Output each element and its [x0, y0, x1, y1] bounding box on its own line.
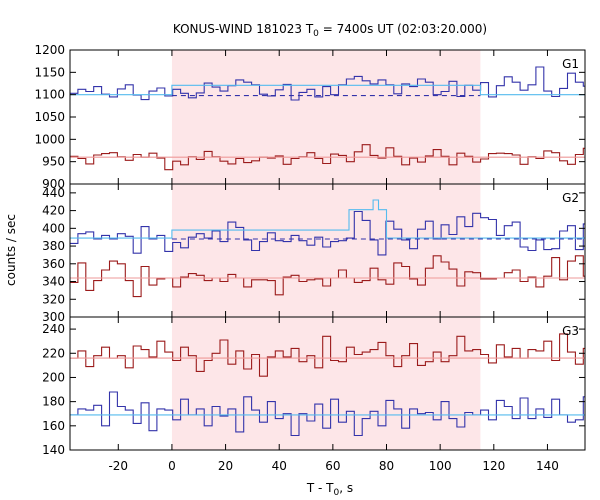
x-axis-label: T - T0, s	[306, 481, 353, 498]
y-tick-label: 200	[42, 370, 65, 384]
y-tick-label: 360	[42, 257, 65, 271]
x-tick-label: 40	[272, 459, 287, 473]
y-tick-label: 380	[42, 239, 65, 253]
y-tick-label: 240	[42, 322, 65, 336]
x-tick-label: -20	[108, 459, 128, 473]
y-axis-label: counts / sec	[4, 214, 18, 286]
x-tick-label: 20	[218, 459, 233, 473]
y-tick-label: 140	[42, 443, 65, 457]
shaded-interval	[171, 184, 481, 317]
y-tick-label: 950	[42, 155, 65, 169]
panel-label-g1: G1	[562, 57, 579, 71]
y-tick-label: 160	[42, 419, 65, 433]
y-tick-label: 1100	[34, 88, 65, 102]
y-tick-label: 1000	[34, 132, 65, 146]
y-tick-label: 220	[42, 346, 65, 360]
chart-title: KONUS-WIND 181023 T0 = 7400s UT (02:03:2…	[173, 22, 487, 39]
series-g2-1	[70, 255, 585, 298]
series-g2-2	[70, 199, 585, 239]
y-tick-label: 1150	[34, 65, 65, 79]
x-tick-label: 140	[536, 459, 559, 473]
shaded-interval	[171, 317, 481, 450]
series-g3-1	[70, 391, 585, 437]
y-tick-label: 420	[42, 204, 65, 218]
panel-label-g3: G3	[562, 324, 579, 338]
y-tick-label: 340	[42, 275, 65, 289]
y-tick-label: 1200	[34, 43, 65, 57]
panel-frame-g3	[69, 316, 586, 451]
panel-label-g2: G2	[562, 191, 579, 205]
y-tick-label: 180	[42, 395, 65, 409]
x-tick-label: 0	[168, 459, 176, 473]
x-tick-label: 80	[379, 459, 394, 473]
x-tick-label: 100	[429, 459, 452, 473]
x-tick-label: 120	[482, 459, 505, 473]
y-tick-label: 440	[42, 186, 65, 200]
y-tick-label: 300	[42, 310, 65, 324]
series-g2-0	[70, 210, 585, 256]
series-g3-0	[70, 333, 585, 377]
y-tick-label: 400	[42, 221, 65, 235]
y-tick-label: 320	[42, 292, 65, 306]
y-tick-label: 900	[42, 177, 65, 191]
x-tick-label: 60	[325, 459, 340, 473]
y-tick-label: 1050	[34, 110, 65, 124]
series-g1-0	[70, 66, 585, 101]
series-g1-2	[70, 84, 585, 96]
